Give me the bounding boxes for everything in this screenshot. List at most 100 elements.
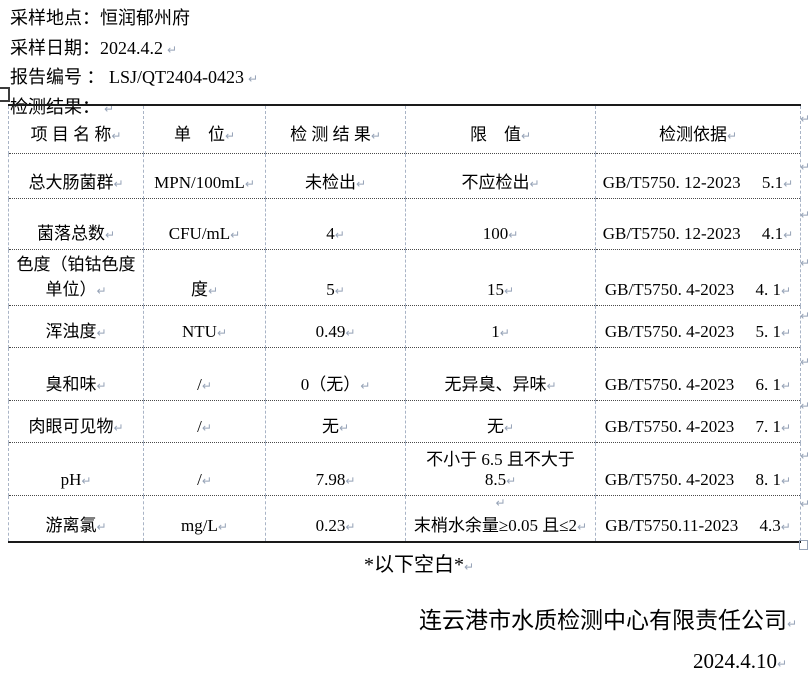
paragraph-mark: ↵	[96, 520, 107, 534]
results-table: 项 目 名 称↵ 单 位↵ 检 测 结 果↵ 限 值↵ 检测依据↵ 总大肠菌群↵…	[8, 104, 801, 543]
paragraph-mark: ↵	[577, 520, 588, 534]
cell-result: 无↵	[265, 400, 406, 443]
paragraph-mark: ↵	[370, 128, 381, 143]
col-header-limit: 限 值↵	[405, 105, 596, 154]
paragraph-mark: ↵	[783, 176, 794, 191]
cell-result: 7.98↵	[265, 442, 406, 496]
paragraph-mark: ↵	[113, 420, 124, 435]
paragraph-mark: ↵	[463, 560, 475, 574]
table-row: 肉眼可见物↵ /↵ 无↵ 无↵ GB/T5750. 4-2023 7. 1↵	[8, 400, 801, 443]
paragraph-mark: ↵	[495, 496, 506, 510]
cell-basis: GB/T5750. 12-2023 4.1↵	[595, 198, 801, 250]
paragraph-mark: ↵	[345, 473, 356, 488]
cell-item-name: 浑浊度↵	[8, 305, 144, 348]
row-end-mark: ↵	[800, 256, 810, 270]
sampling-location-line: 采样地点：恒润郁州府	[10, 5, 258, 35]
row-end-mark: ↵	[800, 112, 810, 126]
cell-item-name: 臭和味↵	[8, 347, 144, 401]
cell-unit: /↵	[143, 347, 266, 401]
paragraph-mark: ↵	[104, 227, 116, 242]
paragraph-mark: ↵	[345, 520, 356, 534]
table-row: 游离氯↵ mg/L↵ 0.23↵ ↵ 末梢水余量≥0.05 且≤2↵ GB/T57…	[8, 495, 801, 543]
cell-basis: GB/T5750. 4-2023 8. 1↵	[595, 442, 801, 496]
paragraph-mark: ↵	[207, 283, 219, 298]
table-row: pH↵ /↵ 7.98↵ 不小于 6.5 且不大于 8.5↵ GB/T5750.…	[8, 442, 801, 496]
cell-result: 4↵	[265, 198, 406, 250]
col-header-item: 项 目 名 称↵	[8, 105, 144, 154]
cell-item-name: 肉眼可见物↵	[8, 400, 144, 443]
cell-item-name: 游离氯↵	[8, 495, 144, 543]
table-row: 浑浊度↵ NTU↵ 0.49↵ 1↵ GB/T5750. 4-2023 5. 1…	[8, 305, 801, 348]
cell-result: 0.49↵	[265, 305, 406, 348]
sampling-location-text: 采样地点：恒润郁州府	[10, 8, 190, 28]
paragraph-mark: ↵	[81, 473, 92, 488]
col-header-result: 检 测 结 果↵	[265, 105, 406, 154]
paragraph-mark: ↵	[96, 283, 107, 298]
blank-below-note: *以下空白*↵	[363, 554, 475, 576]
paragraph-mark: ↵	[248, 72, 259, 86]
cell-item-name: 菌落总数↵	[8, 198, 144, 250]
paragraph-mark: ↵	[334, 227, 345, 242]
paragraph-mark: ↵	[334, 283, 345, 298]
paragraph-mark: ↵	[781, 378, 792, 393]
table-move-handle-icon	[0, 87, 10, 102]
cell-basis: GB/T5750. 12-2023 5.1↵	[595, 153, 801, 199]
paragraph-mark: ↵	[167, 42, 178, 57]
cell-limit: 1↵	[405, 305, 596, 348]
paragraph-mark: ↵	[96, 378, 107, 393]
cell-result: 0.23↵	[265, 495, 406, 543]
row-end-mark: ↵	[800, 399, 810, 413]
report-number-line: 报告编号 ： LSJ/QT2404-0423 ↵	[10, 64, 258, 94]
paragraph-mark: ↵	[503, 420, 515, 435]
paragraph-mark: ↵	[506, 473, 517, 488]
cell-unit: mg/L↵	[143, 495, 266, 543]
col-header-unit: 单 位↵	[143, 105, 266, 154]
cell-result: 5↵	[265, 249, 406, 306]
paragraph-mark: ↵	[217, 520, 228, 534]
cell-item-name: 总大肠菌群↵	[8, 153, 144, 199]
table-header-row: 项 目 名 称↵ 单 位↵ 检 测 结 果↵ 限 值↵ 检测依据↵	[8, 105, 801, 154]
cell-unit: /↵	[143, 442, 266, 496]
row-end-mark: ↵	[800, 160, 810, 174]
row-end-mark: ↵	[800, 309, 810, 323]
cell-limit: 不应检出↵	[405, 153, 596, 199]
paragraph-mark: ↵	[508, 227, 519, 242]
cell-unit: MPN/100mL↵	[143, 153, 266, 199]
table-row: 菌落总数↵ CFU/mL↵ 4↵ 100↵ GB/T5750. 12-2023 …	[8, 198, 801, 250]
paragraph-mark: ↵	[781, 283, 792, 298]
cell-limit: 不小于 6.5 且不大于 8.5↵	[405, 442, 596, 496]
sampling-date-text: 采样日期：2024.4.2	[10, 37, 163, 58]
paragraph-mark: ↵	[111, 128, 122, 143]
paragraph-mark: ↵	[499, 325, 510, 340]
paragraph-mark: ↵	[201, 378, 212, 393]
paragraph-mark: ↵	[360, 378, 371, 393]
cell-basis: GB/T5750. 4-2023 4. 1↵	[595, 249, 801, 306]
cell-limit: 100↵	[405, 198, 596, 250]
paragraph-mark: ↵	[230, 227, 241, 242]
cell-item-name: 色度（铂钴色度 单位）↵	[8, 249, 144, 306]
paragraph-mark: ↵	[781, 325, 792, 340]
cell-basis: GB/T5750.11-2023 4.3↵	[595, 495, 801, 543]
paragraph-mark: ↵	[546, 378, 557, 393]
paragraph-mark: ↵	[244, 176, 255, 191]
report-date: 2024.4.10↵	[692, 649, 787, 673]
paragraph-mark: ↵	[338, 420, 350, 435]
cell-result: 0（无）↵	[265, 347, 406, 401]
end-of-table-mark	[799, 540, 808, 550]
paragraph-mark: ↵	[726, 128, 738, 143]
row-end-mark: ↵	[800, 355, 810, 369]
cell-limit: 15↵	[405, 249, 596, 306]
row-end-mark: ↵	[800, 449, 810, 463]
cell-basis: GB/T5750. 4-2023 6. 1↵	[595, 347, 801, 401]
cell-basis: GB/T5750. 4-2023 7. 1↵	[595, 400, 801, 443]
paragraph-mark: ↵	[355, 176, 367, 191]
sampling-date-line: 采样日期：2024.4.2 ↵	[10, 35, 258, 65]
paragraph-mark: ↵	[781, 473, 792, 488]
company-name: 连云港市水质检测中心有限责任公司↵	[418, 608, 797, 633]
cell-basis: GB/T5750. 4-2023 5. 1↵	[595, 305, 801, 348]
report-number-text: 报告编号 ： LSJ/QT2404-0423	[10, 67, 244, 87]
paragraph-mark: ↵	[783, 227, 794, 242]
cell-unit: /↵	[143, 400, 266, 443]
cell-unit: 度↵	[143, 249, 266, 306]
